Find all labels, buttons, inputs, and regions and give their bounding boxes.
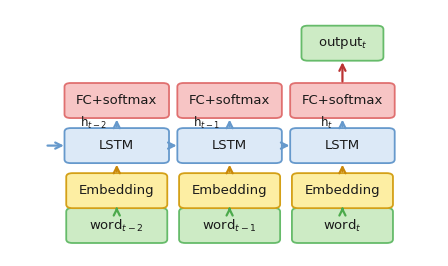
FancyBboxPatch shape xyxy=(66,173,167,208)
FancyBboxPatch shape xyxy=(177,128,282,163)
FancyBboxPatch shape xyxy=(292,173,393,208)
FancyBboxPatch shape xyxy=(65,83,169,118)
Text: word$_{t-2}$: word$_{t-2}$ xyxy=(89,217,144,234)
Text: LSTM: LSTM xyxy=(325,139,360,152)
Text: LSTM: LSTM xyxy=(212,139,247,152)
Text: LSTM: LSTM xyxy=(99,139,134,152)
FancyBboxPatch shape xyxy=(66,208,167,243)
Text: h$_{t}$: h$_{t}$ xyxy=(320,115,333,131)
FancyBboxPatch shape xyxy=(292,208,393,243)
Text: word$_{t}$: word$_{t}$ xyxy=(323,217,362,234)
FancyBboxPatch shape xyxy=(65,128,169,163)
Text: FC+softmax: FC+softmax xyxy=(302,94,383,107)
FancyBboxPatch shape xyxy=(302,26,383,61)
Text: word$_{t-1}$: word$_{t-1}$ xyxy=(202,217,257,234)
FancyBboxPatch shape xyxy=(179,208,280,243)
Text: Embedding: Embedding xyxy=(305,184,380,197)
Text: FC+softmax: FC+softmax xyxy=(76,94,157,107)
Text: output$_{t}$: output$_{t}$ xyxy=(318,35,367,51)
Text: h$_{t-1}$: h$_{t-1}$ xyxy=(193,115,220,131)
Text: FC+softmax: FC+softmax xyxy=(189,94,270,107)
FancyBboxPatch shape xyxy=(290,128,395,163)
Text: Embedding: Embedding xyxy=(192,184,267,197)
Text: h$_{t-2}$: h$_{t-2}$ xyxy=(80,115,108,131)
Text: Embedding: Embedding xyxy=(79,184,155,197)
FancyBboxPatch shape xyxy=(290,83,395,118)
FancyBboxPatch shape xyxy=(177,83,282,118)
FancyBboxPatch shape xyxy=(179,173,280,208)
